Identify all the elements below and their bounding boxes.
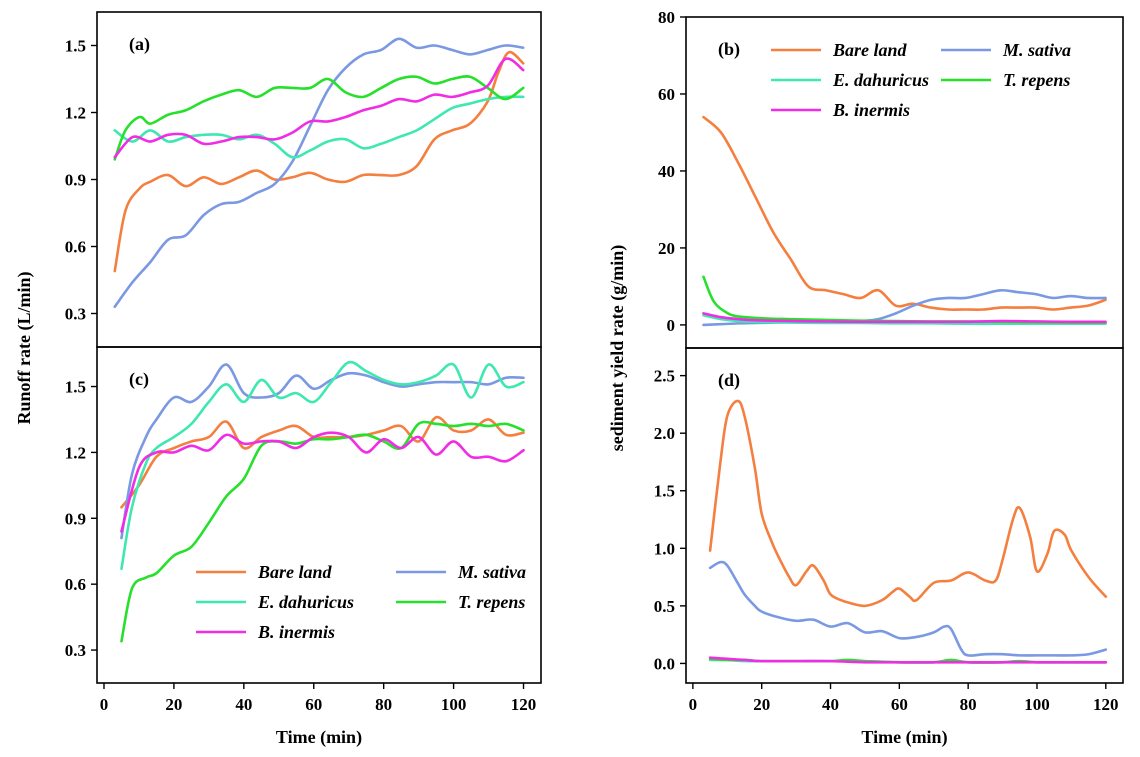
panel-label: (b) xyxy=(718,39,740,60)
series-group xyxy=(708,399,1108,664)
x-axis-title: Time (min) xyxy=(861,727,947,748)
x-tick-label: 20 xyxy=(753,695,770,714)
x-tick-label: 60 xyxy=(305,695,322,714)
y-tick-label: 2.0 xyxy=(654,424,675,443)
series-line-t-repens xyxy=(113,75,525,161)
y-tick-label: 1.5 xyxy=(654,482,675,501)
series-line-bare-land xyxy=(708,399,1108,608)
y-axis-title: Runoff rate (L/min) xyxy=(14,272,35,425)
y-tick-label: 1.2 xyxy=(65,104,86,123)
panel-label: (d) xyxy=(718,370,740,391)
x-axis-title: Time (min) xyxy=(276,727,362,748)
legend-label-bare-land: Bare land xyxy=(257,562,333,582)
x-tick-label: 60 xyxy=(891,695,908,714)
x-tick-label: 40 xyxy=(235,695,252,714)
plot-frame xyxy=(96,11,542,348)
y-tick-label: 40 xyxy=(658,162,675,181)
y-tick-label: 1.0 xyxy=(654,539,675,558)
panel-label: (a) xyxy=(129,34,150,55)
y-tick-label: 1.5 xyxy=(65,378,86,397)
series-line-e-dahuricus xyxy=(113,95,525,159)
y-tick-label: 0.9 xyxy=(65,171,86,190)
legend-label-e-dahuricus: E. dahuricus xyxy=(257,592,354,612)
series-line-t-repens xyxy=(120,420,525,643)
y-axis-title: sediment yield rate (g/min) xyxy=(607,245,628,451)
y-tick-label: 0.3 xyxy=(65,641,86,660)
panel-d: 0.0 0.5 1.0 1.5 2.0 2.5 0 20 40 60 80 100 120 Time (m… xyxy=(654,347,1124,748)
y-tick-label: 60 xyxy=(658,85,675,104)
x-tick-label: 120 xyxy=(511,695,537,714)
y-tick-label: 0.0 xyxy=(654,654,675,673)
x-tick-label: 100 xyxy=(441,695,467,714)
x-tick-label: 20 xyxy=(165,695,182,714)
series-line-m-sativa xyxy=(120,363,525,540)
y-tick-label: 0.6 xyxy=(65,238,86,257)
legend-label-e-dahuricus: E. dahuricus xyxy=(832,70,929,90)
series-group xyxy=(113,37,525,309)
series-line-b-inermis xyxy=(702,312,1107,324)
series-line-bare-land xyxy=(120,415,525,509)
series-line-bare-land xyxy=(113,50,525,273)
panel-a: 0.3 0.6 0.9 1.2 1.5 Runoff rate (L/min) (a) xyxy=(14,11,542,425)
x-tick-label: 80 xyxy=(375,695,392,714)
x-tick-label: 80 xyxy=(960,695,977,714)
y-tick-label: 1.2 xyxy=(65,443,86,462)
series-line-b-inermis xyxy=(113,57,525,159)
y-tick-label: 0.9 xyxy=(65,509,86,528)
y-tick-label: 2.5 xyxy=(654,367,675,386)
legend-label-t-repens: T. repens xyxy=(1003,70,1070,90)
series-line-m-sativa xyxy=(113,37,525,309)
panel-label: (c) xyxy=(129,369,149,390)
x-tick-label: 0 xyxy=(689,695,698,714)
series-line-e-dahuricus xyxy=(120,360,525,571)
legend-label-b-inermis: B. inermis xyxy=(257,622,335,642)
x-tick-label: 40 xyxy=(822,695,839,714)
y-tick-label: 0.6 xyxy=(65,575,86,594)
y-tick-label: 0.3 xyxy=(65,305,86,324)
legend-label-b-inermis: B. inermis xyxy=(832,100,910,120)
x-tick-label: 100 xyxy=(1024,695,1050,714)
series-group xyxy=(120,360,525,643)
legend-label-m-sativa: M. sativa xyxy=(1002,40,1071,60)
y-tick-label: 0.5 xyxy=(654,597,675,616)
x-tick-label: 0 xyxy=(100,695,109,714)
legend-label-t-repens: T. repens xyxy=(458,592,525,612)
y-tick-label: 1.5 xyxy=(65,37,86,56)
panel-c: 0.3 0.6 0.9 1.2 1.5 0 20 40 60 80 100 120 Time (min)… xyxy=(65,346,542,748)
y-tick-label: 0 xyxy=(667,316,676,335)
x-tick-label: 120 xyxy=(1093,695,1119,714)
series-line-t-repens xyxy=(702,275,1107,324)
legend-label-bare-land: Bare land xyxy=(832,40,908,60)
series-line-m-sativa xyxy=(708,560,1108,657)
series-line-b-inermis xyxy=(120,431,525,533)
y-tick-label: 20 xyxy=(658,239,675,258)
legend: Bare land M. sativa E. dahuricus T. repens B… xyxy=(196,562,526,642)
panel-b: 0 20 40 60 80 sediment yield rate (g/min) (b) B… xyxy=(607,8,1124,451)
series-group xyxy=(702,115,1107,327)
legend: Bare land M. sativa E. dahuricus T. repens B… xyxy=(771,40,1071,120)
series-line-b-inermis xyxy=(708,656,1108,664)
series-line-bare-land xyxy=(702,115,1107,311)
plot-frame xyxy=(685,347,1124,684)
plot-frame xyxy=(96,346,542,684)
legend-label-m-sativa: M. sativa xyxy=(457,562,526,582)
y-tick-label: 80 xyxy=(658,8,675,27)
series-line-e-dahuricus xyxy=(702,313,1107,326)
